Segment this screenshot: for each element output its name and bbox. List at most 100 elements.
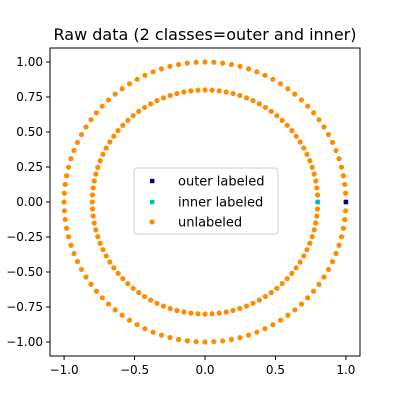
data-point-unlabeled [141,293,148,300]
data-point-unlabeled [78,266,85,273]
data-point-unlabeled [274,113,280,119]
data-point-unlabeled [243,303,250,309]
data-point-outer-labeled [343,199,349,205]
data-point-unlabeled [305,295,311,301]
data-point-unlabeled [245,66,252,72]
data-point-unlabeled [61,208,67,214]
legend-box [133,167,279,235]
data-point-unlabeled [216,88,222,94]
data-point-unlabeled [301,145,307,151]
data-point-unlabeled [158,332,165,338]
y-tick-label: −0.25 [6,230,43,244]
data-point-unlabeled [262,293,269,300]
data-point-unlabeled [311,227,317,233]
data-point-unlabeled [130,285,136,291]
data-point-unlabeled [115,128,121,134]
data-point-unlabeled [167,63,173,69]
data-point-unlabeled [297,259,303,265]
data-point-unlabeled [338,164,345,170]
y-tick-label: −0.75 [6,300,43,314]
data-point-unlabeled [175,336,182,343]
data-point-unlabeled [279,281,285,287]
legend-label: inner labeled [178,196,263,211]
data-point-unlabeled [268,108,274,114]
data-point-unlabeled [237,92,243,99]
data-point-unlabeled [325,266,332,273]
data-point-unlabeled [111,133,117,139]
data-point-unlabeled [95,164,101,170]
legend: outer labeled inner labeled unlabeled [133,167,279,235]
data-point-unlabeled [237,63,243,69]
data-point-unlabeled [61,199,67,205]
data-point-unlabeled [89,199,95,205]
data-point-unlabeled [277,317,284,323]
data-point-unlabeled [289,128,295,134]
data-point-unlabeled [329,259,336,265]
data-point-unlabeled [340,225,347,231]
data-point-unlabeled [343,208,349,214]
data-point-unlabeled [284,276,290,282]
data-point-unlabeled [193,339,199,345]
y-tick-label: 0.00 [16,195,43,209]
data-point-unlabeled [68,242,74,248]
data-point-unlabeled [61,190,67,196]
data-point-unlabeled [342,181,348,188]
data-point-unlabeled [298,97,305,103]
data-point-unlabeled [93,288,100,294]
data-point-unlabeled [136,290,142,296]
data-point-unlabeled [250,300,256,306]
data-point-unlabeled [160,95,167,101]
data-point-unlabeled [343,190,349,196]
data-point-unlabeled [305,103,311,109]
data-point-unlabeled [301,253,307,259]
data-point-unlabeled [268,290,274,296]
data-point-unlabeled [304,247,310,253]
data-point-unlabeled [243,95,250,101]
data-point-unlabeled [220,338,226,344]
data-point-unlabeled [89,192,96,198]
data-point-inner-labeled [315,199,320,205]
data-point-unlabeled [175,61,182,68]
data-point-unlabeled [230,90,236,97]
data-point-unlabeled [211,339,217,345]
data-point-unlabeled [95,234,101,240]
data-point-unlabeled [148,101,154,107]
x-tick-label: −0.5 [120,363,149,377]
y-tick-label: 0.25 [16,160,43,174]
data-point-unlabeled [71,250,77,257]
data-point-unlabeled [100,151,106,157]
data-point-unlabeled [90,213,96,219]
data-point-unlabeled [209,87,215,93]
data-point-unlabeled [88,281,94,287]
data-point-unlabeled [270,322,276,328]
data-point-unlabeled [154,300,160,306]
data-point-unlabeled [167,305,173,312]
data-point-unlabeled [202,59,208,65]
data-point-unlabeled [216,310,222,316]
data-point-unlabeled [333,250,339,257]
data-point-unlabeled [68,156,74,162]
legend-marker [150,178,155,184]
data-point-unlabeled [148,297,154,303]
data-point-unlabeled [105,97,112,103]
data-point-unlabeled [279,117,285,123]
y-tick-label: −0.50 [6,265,43,279]
data-point-unlabeled [188,88,194,94]
data-point-unlabeled [293,265,299,271]
data-point-unlabeled [289,270,295,276]
data-point-unlabeled [91,220,97,226]
data-point-unlabeled [125,281,131,287]
data-point-unlabeled [304,151,310,157]
data-point-unlabeled [298,301,305,307]
data-point-unlabeled [167,335,173,341]
data-point-unlabeled [314,206,321,212]
data-point-unlabeled [158,66,165,72]
data-point-unlabeled [119,86,125,92]
data-point-unlabeled [100,247,106,253]
legend-marker [149,219,155,225]
data-point-unlabeled [270,76,276,82]
data-point-unlabeled [97,158,103,164]
data-point-unlabeled [202,339,208,345]
data-point-unlabeled [292,91,298,97]
data-point-unlabeled [107,259,113,265]
